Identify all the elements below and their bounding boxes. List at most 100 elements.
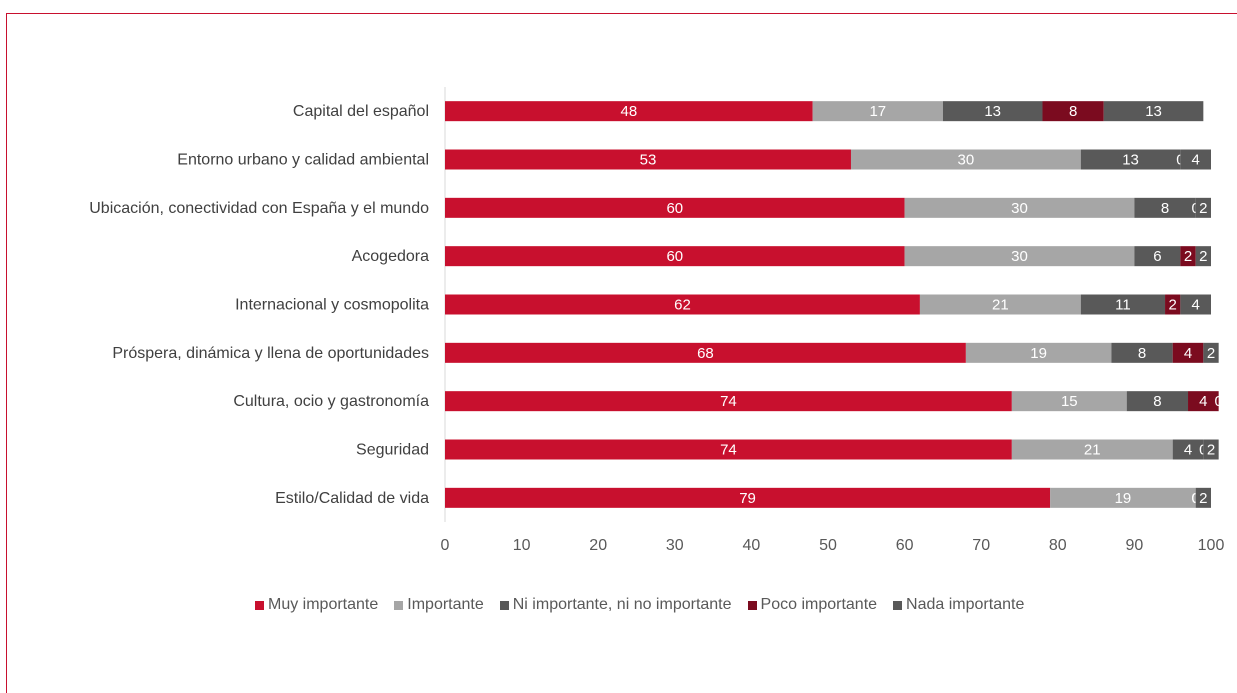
bar-segment — [1042, 101, 1104, 122]
bar-segment — [1195, 246, 1211, 267]
data-label: 4 — [1192, 152, 1200, 169]
x-tick-label: 0 — [441, 537, 450, 554]
bar-segment — [1080, 294, 1166, 315]
data-label: 60 — [666, 200, 683, 217]
chart-frame — [6, 13, 1237, 693]
legend-item: Muy importante — [255, 596, 378, 614]
bar-segment — [1111, 342, 1173, 363]
data-label: 6 — [1153, 248, 1161, 265]
category-label: Seguridad — [356, 442, 429, 459]
bar-segment — [1195, 197, 1211, 218]
data-label: 13 — [984, 103, 1001, 120]
bar-segment — [1180, 246, 1196, 267]
data-label: 4 — [1184, 345, 1192, 362]
data-label: 0 — [1214, 393, 1222, 410]
bar-segment — [1203, 439, 1219, 460]
bar-segment — [445, 101, 813, 122]
x-tick-label: 60 — [896, 537, 914, 554]
bar-segment — [919, 294, 1081, 315]
data-label: 74 — [720, 393, 737, 410]
bar-segment — [445, 439, 1012, 460]
data-label: 11 — [1115, 297, 1131, 314]
x-tick-label: 90 — [1126, 537, 1144, 554]
data-label: 79 — [739, 490, 756, 507]
legend-label: Muy importante — [268, 596, 379, 613]
data-label: 17 — [869, 103, 886, 120]
data-label: 30 — [958, 152, 975, 169]
category-label: Internacional y cosmopolita — [235, 297, 429, 314]
data-label: 21 — [992, 297, 1009, 314]
category-label: Próspera, dinámica y llena de oportunida… — [112, 345, 429, 362]
data-label: 8 — [1161, 200, 1169, 217]
chart-legend: Muy importante Importante Ni importante, n… — [255, 596, 1040, 614]
bar-segment — [445, 149, 851, 170]
data-label: 2 — [1207, 345, 1215, 362]
data-label: 53 — [640, 152, 657, 169]
legend-item: Nada importante — [893, 596, 1024, 614]
legend-label: Importante — [407, 596, 484, 613]
x-tick-label: 70 — [972, 537, 990, 554]
bar-segment — [1188, 391, 1219, 412]
data-label: 13 — [1122, 152, 1139, 169]
bar-segment — [1126, 391, 1189, 412]
x-tick-label: 20 — [589, 537, 607, 554]
bar-segment — [965, 342, 1112, 363]
bar-segment — [904, 197, 1135, 218]
data-label: 2 — [1199, 490, 1207, 507]
bar-segment — [942, 101, 1043, 122]
data-label: 30 — [1011, 200, 1028, 217]
legend-item: Poco importante — [747, 596, 878, 614]
bar-segment — [1165, 294, 1181, 315]
data-label: 21 — [1084, 442, 1101, 459]
legend-label: Poco importante — [760, 596, 878, 613]
bar-segment — [445, 294, 920, 315]
legend-item: Importante — [394, 596, 484, 614]
category-label: Estilo/Calidad de vida — [275, 490, 429, 507]
data-label: 8 — [1069, 103, 1077, 120]
bar-segment — [1011, 439, 1173, 460]
data-label: 68 — [697, 345, 714, 362]
x-tick-label: 80 — [1049, 537, 1067, 554]
x-tick-label: 100 — [1198, 537, 1225, 554]
x-tick-label: 50 — [819, 537, 837, 554]
data-label: 4 — [1184, 442, 1192, 459]
legend-label: Ni importante, ni no importante — [512, 596, 732, 613]
bar-segment — [1180, 149, 1211, 170]
category-label: Acogedora — [352, 248, 429, 265]
data-label: 4 — [1199, 393, 1207, 410]
category-label: Ubicación, conectividad con España y el … — [89, 200, 429, 217]
bar-segment — [1011, 391, 1127, 412]
legend-item: Ni importante, ni no importante — [499, 596, 732, 614]
data-label: 60 — [666, 248, 683, 265]
data-label: 2 — [1199, 200, 1207, 217]
data-label: 74 — [720, 442, 737, 459]
data-label: 30 — [1011, 248, 1028, 265]
bar-segment — [1050, 487, 1196, 508]
bar-segment — [445, 246, 905, 267]
bar-segment — [1195, 487, 1211, 508]
data-label: 2 — [1184, 248, 1192, 265]
data-label: 8 — [1153, 393, 1161, 410]
category-label: Cultura, ocio y gastronomía — [233, 393, 429, 410]
legend-swatch — [499, 600, 509, 610]
bar-segment — [1172, 439, 1204, 460]
bar-segment — [850, 149, 1081, 170]
data-label: 2 — [1169, 297, 1177, 314]
bar-segment — [904, 246, 1135, 267]
x-tick-label: 30 — [666, 537, 684, 554]
data-label: 48 — [620, 103, 637, 120]
data-label: 4 — [1192, 297, 1200, 314]
bar-segment — [445, 391, 1012, 412]
legend-swatch — [394, 600, 404, 610]
bar-segment — [1203, 342, 1219, 363]
data-label: 19 — [1030, 345, 1047, 362]
bar-segment — [445, 197, 905, 218]
x-tick-label: 10 — [513, 537, 531, 554]
data-label: 62 — [674, 297, 691, 314]
data-label: 2 — [1207, 442, 1215, 459]
x-tick-label: 40 — [743, 537, 761, 554]
legend-swatch — [747, 600, 757, 610]
bar-segment — [1134, 197, 1196, 218]
bar-segment — [1080, 149, 1181, 170]
